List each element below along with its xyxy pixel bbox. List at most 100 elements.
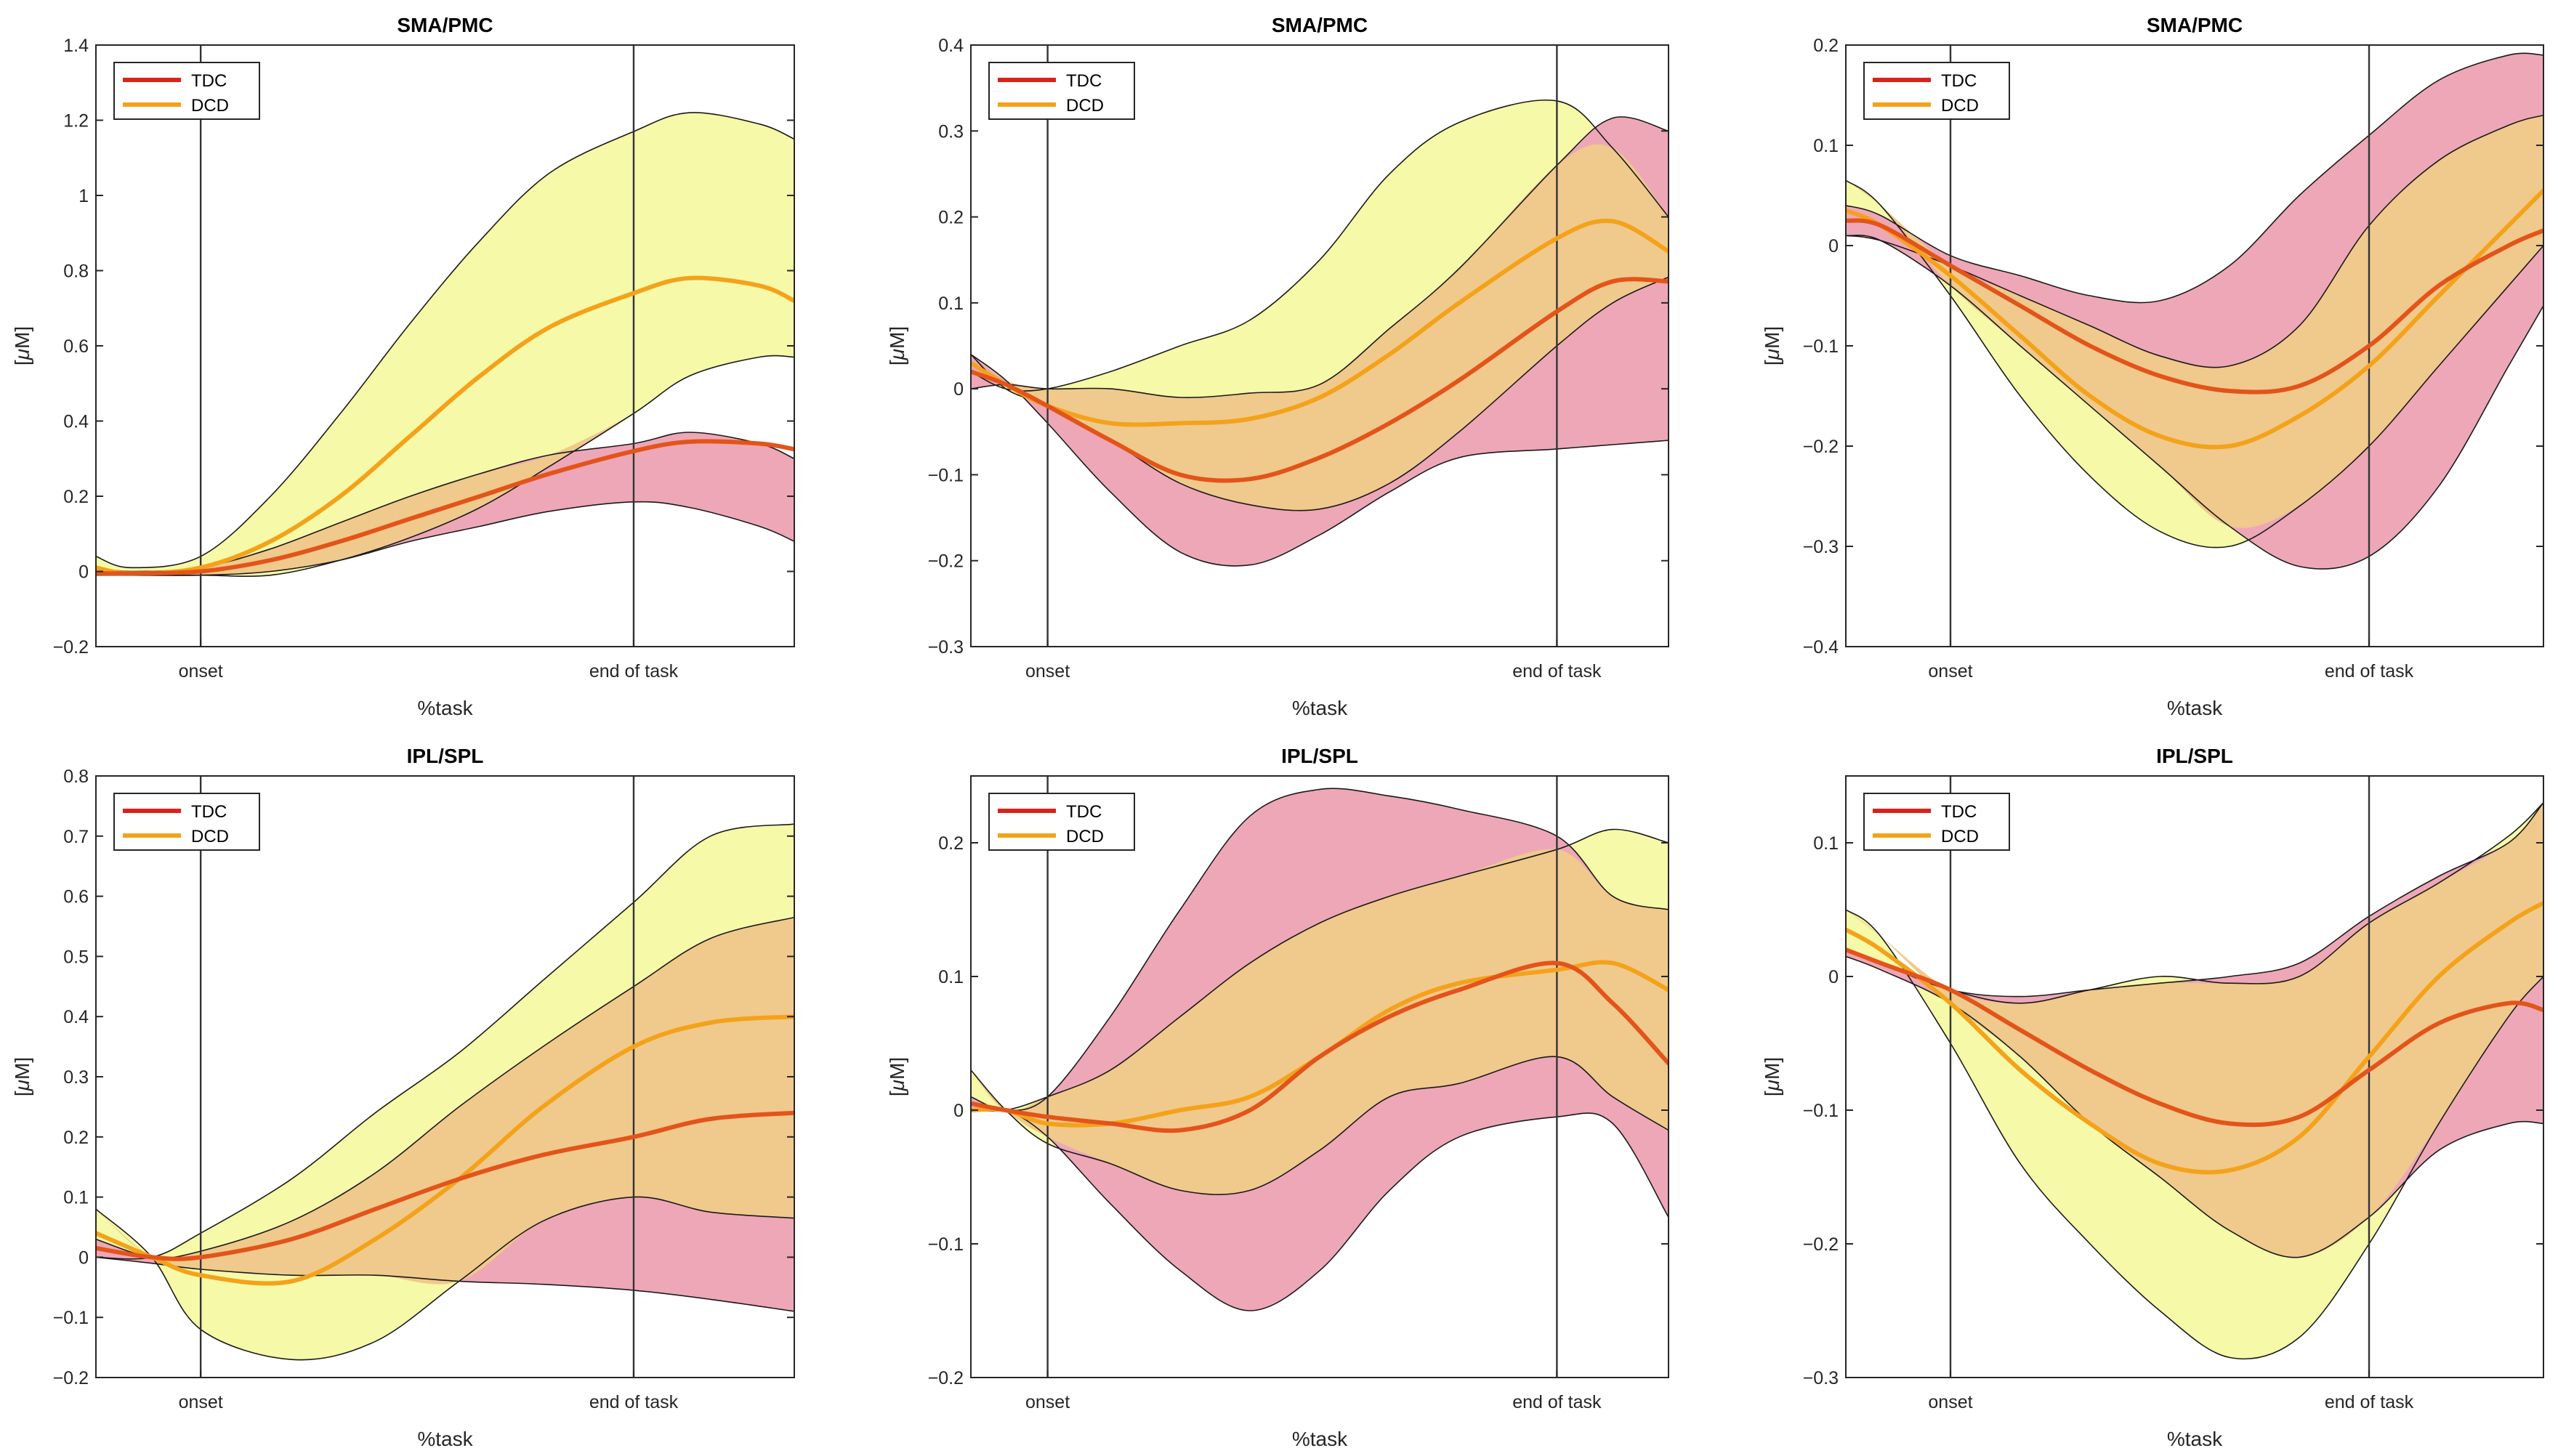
- panel-title: IPL/SPL: [2156, 745, 2233, 767]
- panel-title: IPL/SPL: [1281, 745, 1358, 767]
- panel-title: IPL/SPL: [407, 745, 484, 767]
- y-tick-label: 0.1: [938, 294, 964, 314]
- y-tick-label: 0.4: [63, 1007, 89, 1027]
- legend-label-dcd: DCD: [1941, 827, 1979, 846]
- legend-label-tdc: TDC: [1066, 71, 1102, 91]
- chart-panel-4: IPL/SPL %task [μM] −0.2 −0.1 0 0.1 0.2 0.3 0.4…: [11, 745, 795, 1450]
- y-axis-label: [μM]: [11, 1057, 33, 1096]
- axes-frame: [970, 44, 1669, 647]
- overlap-band: [971, 849, 1669, 1195]
- tdc-band-lower-edge: [1846, 234, 2543, 570]
- axes-frame: [970, 775, 1669, 1378]
- x-tick-label-onset: onset: [179, 1392, 223, 1412]
- legend-label-dcd: DCD: [191, 827, 229, 846]
- legend-box: [1863, 793, 2010, 851]
- x-tick-label-end-of-task: end of task: [589, 1392, 679, 1412]
- y-tick-label: 1.2: [63, 111, 89, 132]
- dcd-mean-line: [1846, 188, 2543, 450]
- x-axis-label: %task: [417, 697, 473, 719]
- tdc-mean-line: [1846, 218, 2543, 395]
- chart-panel-5: IPL/SPL %task [μM] −0.2 −0.1 0 0.1 0.2 onset e…: [886, 745, 1669, 1450]
- y-axis-label: [μM]: [11, 326, 33, 365]
- y-tick-label: 0.2: [63, 487, 89, 507]
- y-tick-label: 0: [78, 562, 89, 583]
- y-tick-label: −0.2: [928, 551, 964, 572]
- chart-panel-1: SMA/PMC %task [μM] −0.2 0 0.2 0.4 0.6 0.8 1 1.2…: [11, 14, 795, 719]
- y-axis-label: [μM]: [886, 1057, 908, 1096]
- y-tick-label: −0.2: [1803, 437, 1839, 457]
- y-axis-label: [μM]: [886, 326, 908, 365]
- y-tick-label: 0.2: [938, 833, 964, 854]
- axes-frame: [1845, 775, 2544, 1378]
- y-tick-label: 0.1: [1813, 136, 1839, 156]
- y-tick-label: 0.6: [63, 336, 89, 357]
- y-tick-label: −0.1: [53, 1308, 89, 1328]
- plot-content: [96, 45, 794, 647]
- x-tick-label-end-of-task: end of task: [1512, 1392, 1602, 1412]
- plot-content: [1846, 776, 2543, 1378]
- panel-title: SMA/PMC: [397, 14, 493, 36]
- plot-content: [971, 776, 1669, 1378]
- tdc-mean-line: [971, 960, 1669, 1133]
- y-tick-label: 0.2: [938, 208, 964, 228]
- y-tick-label: −0.1: [928, 1234, 964, 1255]
- y-tick-label: 0: [953, 1101, 964, 1121]
- y-tick-label: 1.4: [63, 36, 89, 56]
- dcd-confidence-band: [96, 112, 794, 577]
- tdc-band-upper-edge: [971, 788, 1669, 1111]
- legend-label-tdc: TDC: [191, 802, 227, 822]
- legend-label-tdc: TDC: [1941, 802, 1977, 822]
- legend-label-tdc: TDC: [1941, 71, 1977, 91]
- legend-box: [1863, 62, 2010, 120]
- tdc-mean-line: [96, 1110, 794, 1261]
- y-tick-label: 0: [1828, 967, 1839, 987]
- dcd-band-upper-edge: [96, 823, 794, 1260]
- legend-label-dcd: DCD: [1066, 96, 1104, 116]
- panel-title: SMA/PMC: [1272, 14, 1368, 36]
- y-axis-label: [μM]: [1761, 326, 1783, 365]
- y-tick-label: 0: [1828, 236, 1839, 256]
- y-tick-label: 0: [78, 1247, 89, 1268]
- chart-panel-3: SMA/PMC %task [μM] −0.4 −0.3 −0.2 −0.1 0 0.1 0…: [1761, 14, 2544, 719]
- dcd-confidence-band: [96, 824, 794, 1360]
- chart-panel-6: IPL/SPL %task [μM] −0.3 −0.2 −0.1 0 0.1 onset…: [1761, 745, 2544, 1450]
- y-tick-label: 0.6: [63, 887, 89, 907]
- y-tick-label: −0.1: [928, 465, 964, 485]
- legend-box: [113, 793, 260, 851]
- x-tick-label-onset: onset: [179, 661, 223, 682]
- x-axis-label: %task: [1292, 1428, 1348, 1450]
- legend-label-dcd: DCD: [191, 96, 229, 116]
- y-tick-label: −0.2: [1803, 1234, 1839, 1255]
- y-tick-label: −0.3: [928, 637, 964, 658]
- tdc-band-lower-edge: [96, 1256, 794, 1312]
- tdc-band-lower-edge: [971, 1107, 1669, 1311]
- plot-content: [1846, 45, 2543, 647]
- tdc-mean-line: [96, 439, 794, 576]
- overlap-band: [96, 917, 794, 1285]
- y-axis-label: [μM]: [1761, 1057, 1783, 1096]
- legend-box: [988, 793, 1135, 851]
- plot-content: [971, 45, 1669, 647]
- x-tick-label-end-of-task: end of task: [1512, 661, 1602, 682]
- y-tick-label: 0.8: [63, 767, 89, 787]
- dcd-mean-line: [96, 275, 794, 576]
- y-tick-label: 0.2: [1813, 36, 1839, 56]
- y-tick-label: 0.2: [63, 1128, 89, 1148]
- y-tick-label: 1: [78, 186, 89, 206]
- tdc-mean-line: [971, 277, 1669, 483]
- x-tick-label-end-of-task: end of task: [2325, 661, 2414, 682]
- x-tick-label-end-of-task: end of task: [2325, 1392, 2414, 1412]
- y-tick-label: 0.1: [938, 967, 964, 987]
- x-axis-label: %task: [1292, 697, 1348, 719]
- dcd-mean-line: [1846, 900, 2543, 1175]
- tdc-mean-line: [1846, 947, 2543, 1128]
- legend-label-dcd: DCD: [1066, 827, 1104, 846]
- y-tick-label: −0.4: [1803, 637, 1839, 658]
- y-tick-label: 0.3: [938, 121, 964, 142]
- dcd-mean-line: [96, 1014, 794, 1286]
- y-tick-label: 0.5: [63, 947, 89, 967]
- x-tick-label-end-of-task: end of task: [589, 661, 679, 682]
- y-tick-label: −0.2: [928, 1368, 964, 1388]
- x-axis-label: %task: [2167, 1428, 2223, 1450]
